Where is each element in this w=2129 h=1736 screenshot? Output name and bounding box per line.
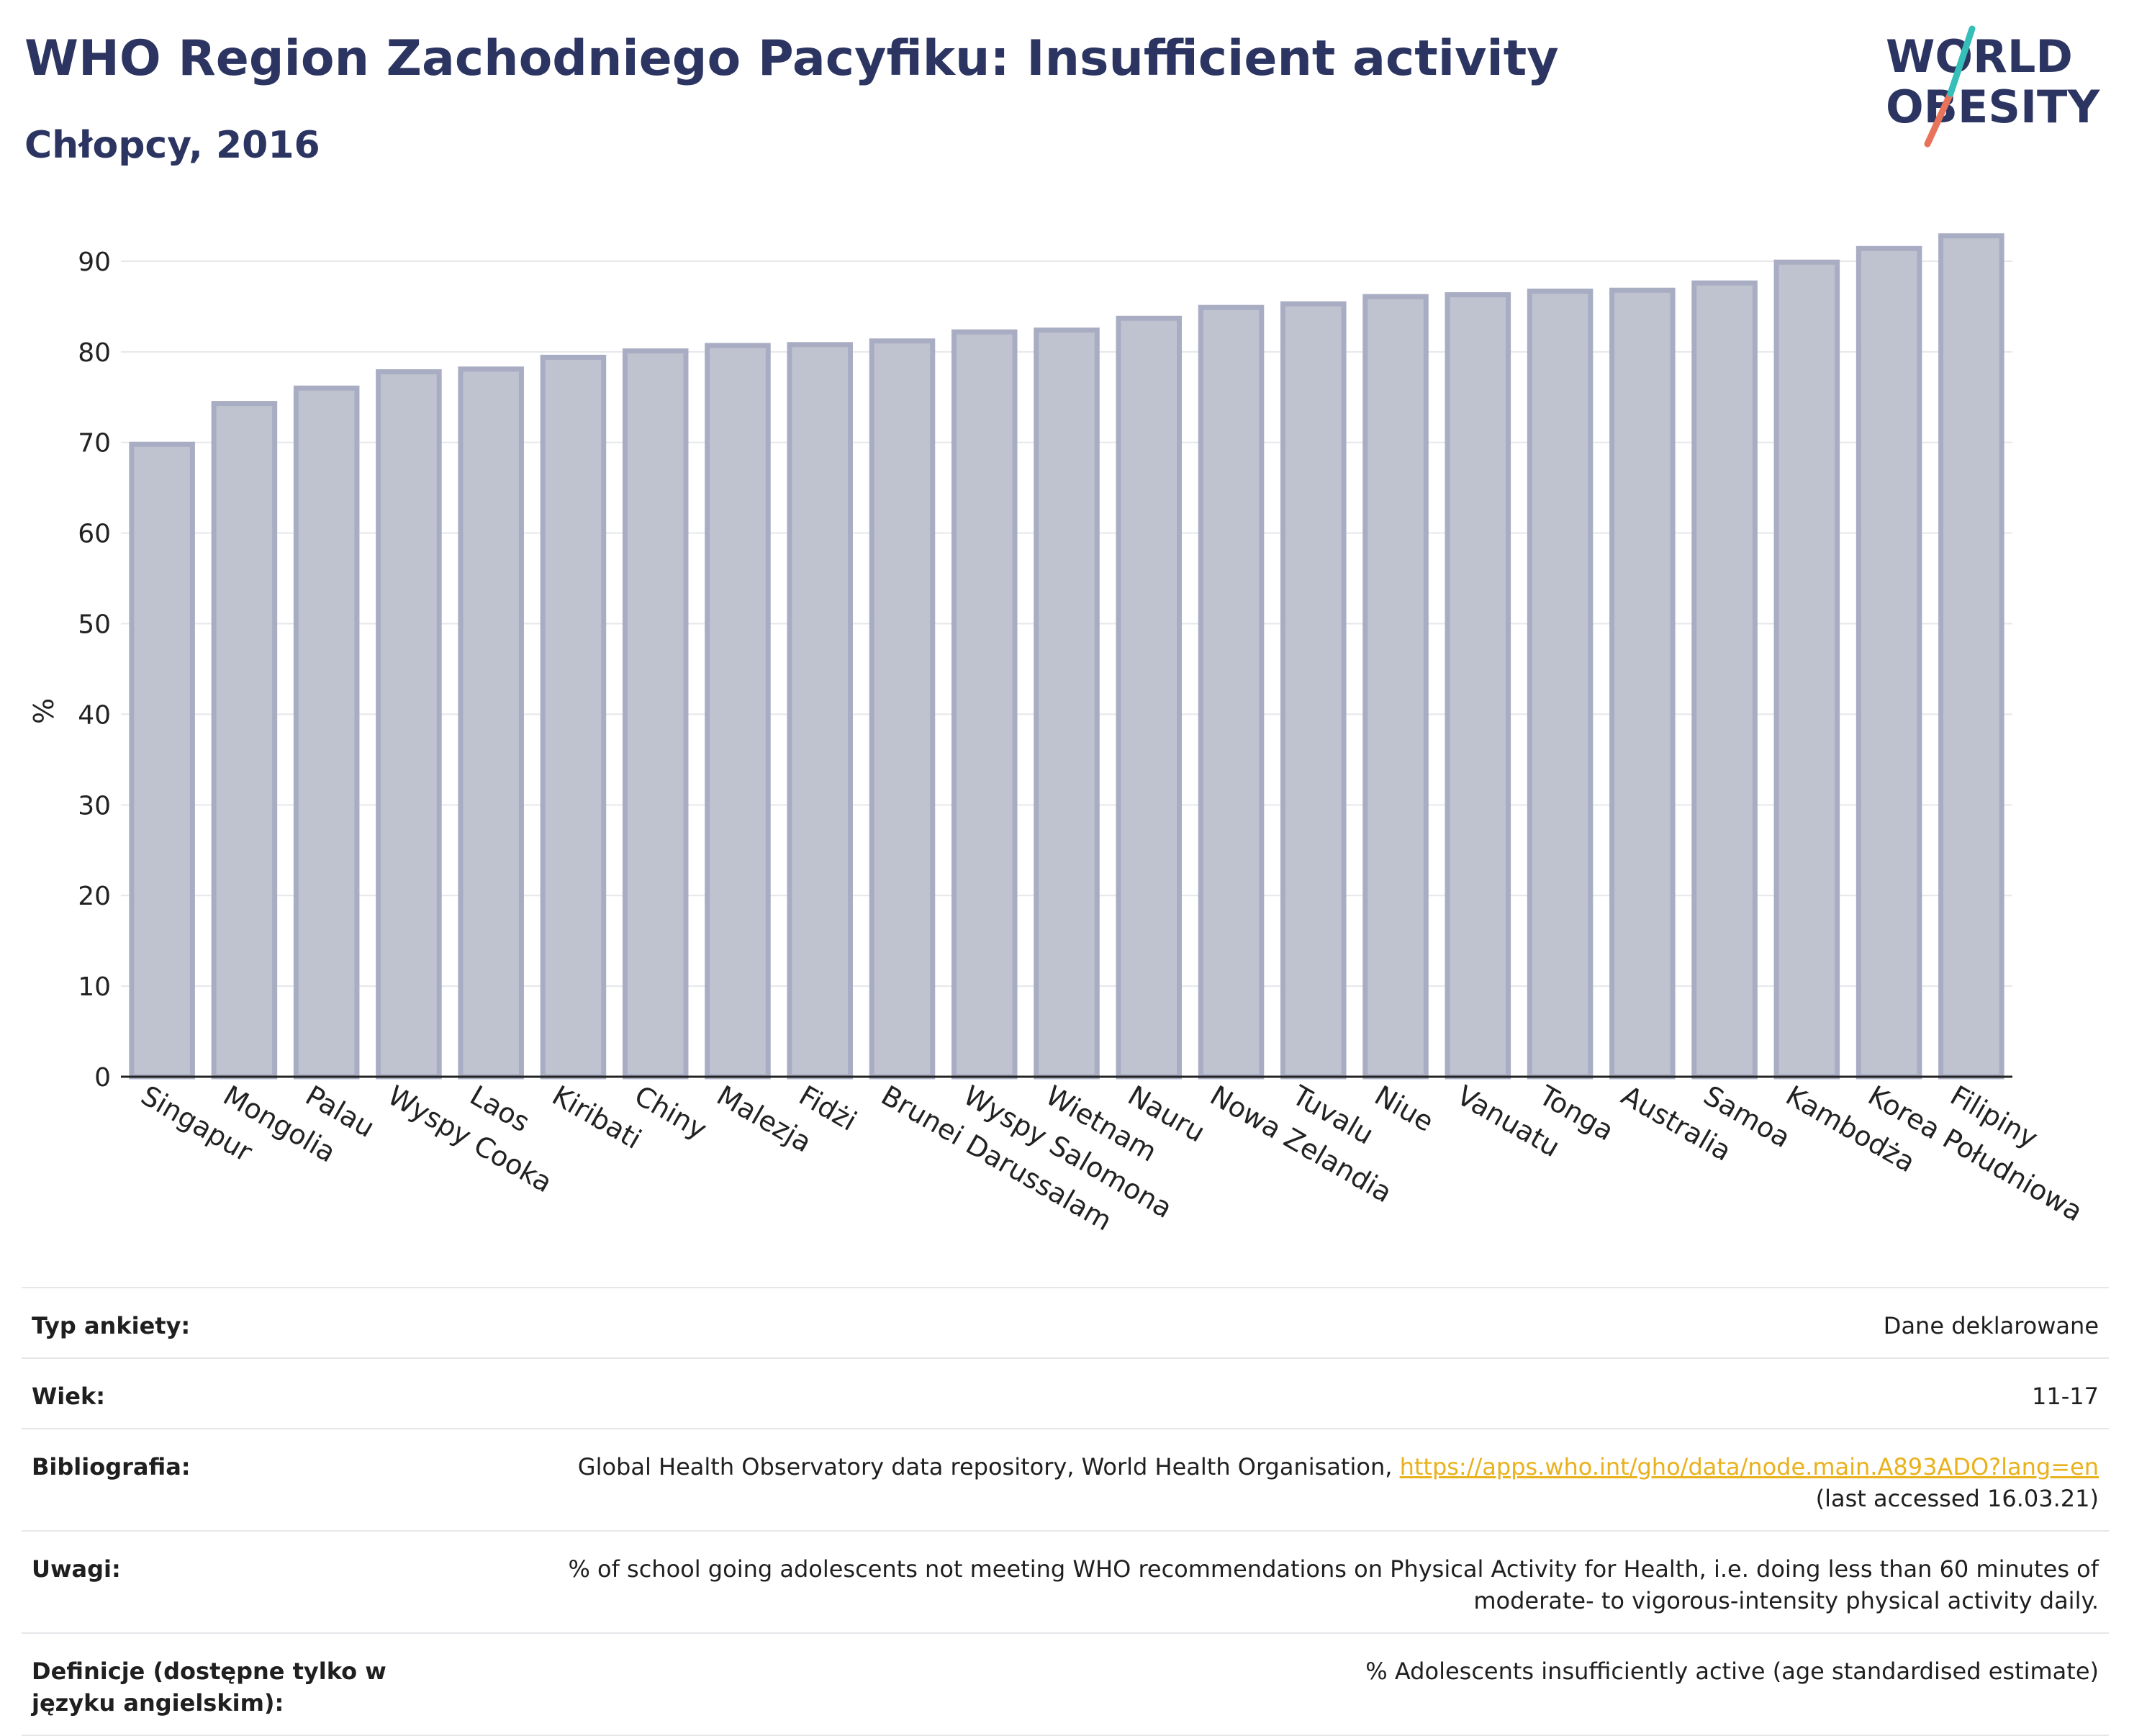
y-tick-labels: 0 10 20 30 40 50 60 70 80 90 bbox=[78, 248, 111, 1093]
bars bbox=[129, 233, 2004, 1080]
detail-value: % of school going adolescents not meetin… bbox=[568, 1555, 2099, 1614]
bar bbox=[1198, 304, 1265, 1080]
page-subtitle: Chłopcy, 2016 bbox=[24, 124, 320, 167]
y-tick-label: 50 bbox=[78, 610, 111, 640]
logo-line2: OBESITY bbox=[1886, 81, 2100, 133]
x-tick-label: Kiribati bbox=[547, 1080, 647, 1155]
detail-value: Dane deklarowane bbox=[1883, 1312, 2099, 1339]
logo-line1: WORLD bbox=[1886, 30, 2073, 83]
bibliography-accessed: (last accessed 16.03.21) bbox=[1815, 1485, 2099, 1512]
bar bbox=[951, 329, 1018, 1080]
detail-label: Bibliografia: bbox=[32, 1453, 191, 1480]
y-tick-label: 30 bbox=[78, 791, 111, 820]
detail-row-definitions: Definicje (dostępne tylko w języku angie… bbox=[22, 1632, 2109, 1736]
y-tick-label: 40 bbox=[78, 700, 111, 730]
x-tick-label: Malezja bbox=[711, 1080, 817, 1159]
details-table: Typ ankiety: Dane deklarowane Wiek: 11-1… bbox=[22, 1287, 2109, 1736]
detail-label: Definicje (dostępne tylko w języku angie… bbox=[32, 1658, 387, 1717]
detail-label: Wiek: bbox=[32, 1383, 106, 1410]
bibliography-link[interactable]: https://apps.who.int/gho/data/node.main.… bbox=[1399, 1453, 2099, 1480]
y-tick-label: 80 bbox=[78, 338, 111, 368]
detail-value: 11-17 bbox=[2032, 1383, 2099, 1410]
bar bbox=[622, 348, 689, 1080]
bar bbox=[1362, 294, 1429, 1080]
bar bbox=[1855, 245, 1922, 1080]
bar bbox=[458, 366, 524, 1080]
page-title: WHO Region Zachodniego Pacyfiku: Insuffi… bbox=[24, 30, 1559, 87]
bar bbox=[1527, 288, 1594, 1080]
bar bbox=[211, 401, 278, 1080]
bar bbox=[1445, 292, 1511, 1080]
y-tick-label: 70 bbox=[78, 429, 111, 458]
logo-slash-red bbox=[1924, 90, 1954, 148]
world-obesity-logo[interactable]: WORLD OBESITY bbox=[1871, 22, 2109, 151]
detail-label: Uwagi: bbox=[32, 1555, 121, 1583]
bar bbox=[1938, 233, 2004, 1080]
detail-row-age: Wiek: 11-17 bbox=[22, 1357, 2109, 1428]
bar bbox=[376, 369, 442, 1080]
y-tick-label: 0 bbox=[94, 1063, 111, 1093]
detail-row-survey-type: Typ ankiety: Dane deklarowane bbox=[22, 1287, 2109, 1357]
bar bbox=[1034, 327, 1100, 1080]
y-tick-label: 60 bbox=[78, 520, 111, 549]
detail-row-bibliography: Bibliografia: Global Health Observatory … bbox=[22, 1428, 2109, 1530]
detail-value: % Adolescents insufficiently active (age… bbox=[1365, 1658, 2099, 1685]
bar bbox=[787, 342, 853, 1080]
bar-chart: 0 10 20 30 40 50 60 70 80 90 SingapurMongoliaPala… bbox=[28, 233, 2088, 1237]
bar bbox=[540, 354, 607, 1080]
y-tick-label: 20 bbox=[78, 882, 111, 911]
bar bbox=[1280, 301, 1347, 1080]
bar bbox=[869, 338, 936, 1080]
x-tick-label: Niue bbox=[1370, 1080, 1439, 1138]
bibliography-text: Global Health Observatory data repositor… bbox=[577, 1453, 1400, 1480]
y-axis-label: % bbox=[28, 698, 60, 724]
detail-row-notes: Uwagi: % of school going adolescents not… bbox=[22, 1530, 2109, 1632]
bar bbox=[1609, 287, 1676, 1080]
bar bbox=[1773, 259, 1840, 1080]
bar bbox=[293, 385, 360, 1080]
bar bbox=[1116, 315, 1183, 1080]
bar bbox=[129, 441, 195, 1080]
bar bbox=[1691, 280, 1758, 1080]
detail-label: Typ ankiety: bbox=[32, 1312, 191, 1339]
y-tick-label: 10 bbox=[78, 972, 111, 1002]
logo-slash-teal bbox=[1947, 25, 1976, 97]
detail-value: Global Health Observatory data repositor… bbox=[578, 1451, 2099, 1514]
bar bbox=[705, 343, 771, 1080]
y-tick-label: 90 bbox=[78, 248, 111, 277]
